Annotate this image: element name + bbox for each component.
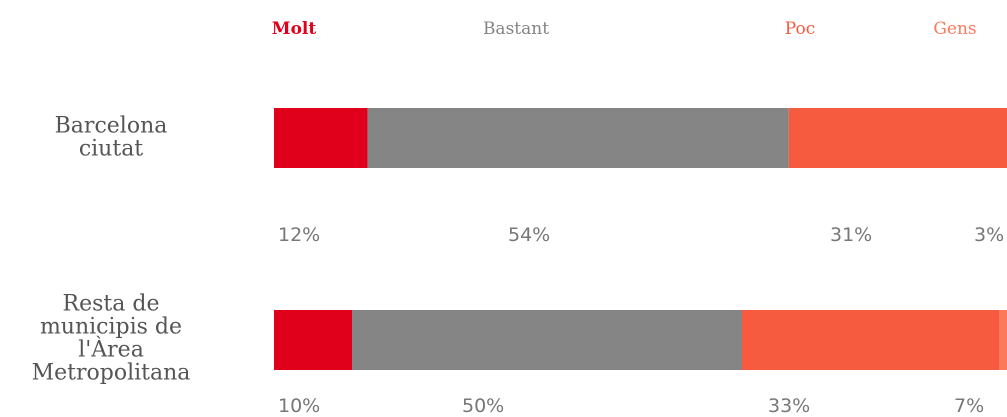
legend-item-bastant: Bastant [483, 19, 549, 39]
value-label-bastant-row-1: 50% [462, 395, 504, 417]
bar-segment-molt-row-0 [274, 108, 368, 168]
bar-segment-bastant-row-1 [352, 310, 742, 370]
bar-segment-molt-row-1 [274, 310, 352, 370]
legend-item-gens: Gens [933, 19, 976, 39]
value-label-molt-row-0: 12% [278, 224, 320, 246]
value-labels: 12% 54% 31% 3% 10% 50% 33% 7% [278, 224, 1004, 417]
legend-item-poc: Poc [785, 19, 816, 39]
value-label-molt-row-1: 10% [278, 395, 320, 417]
value-label-poc-row-0: 31% [830, 224, 872, 246]
value-label-poc-row-1: 33% [768, 395, 810, 417]
bar-segment-gens-row-1 [999, 310, 1007, 370]
value-label-gens-row-1: 7% [954, 395, 984, 417]
bar-segment-bastant-row-0 [367, 108, 789, 168]
legend: Molt Bastant Poc Gens [272, 19, 977, 39]
value-label-gens-row-0: 3% [974, 224, 1004, 246]
bar-segment-poc-row-0 [788, 108, 1007, 168]
category-label-line: l'Àrea [78, 336, 144, 363]
category-label-line: municipis de [40, 315, 182, 340]
bars [274, 108, 1007, 370]
legend-item-molt: Molt [272, 19, 317, 39]
category-label-line: ciutat [79, 137, 143, 162]
value-label-bastant-row-0: 54% [508, 224, 550, 246]
category-label-line: Resta de [63, 292, 160, 317]
bar-segment-poc-row-1 [742, 310, 1000, 370]
category-label-line: Barcelona [55, 114, 168, 139]
category-label-line: Metropolitana [32, 361, 191, 386]
